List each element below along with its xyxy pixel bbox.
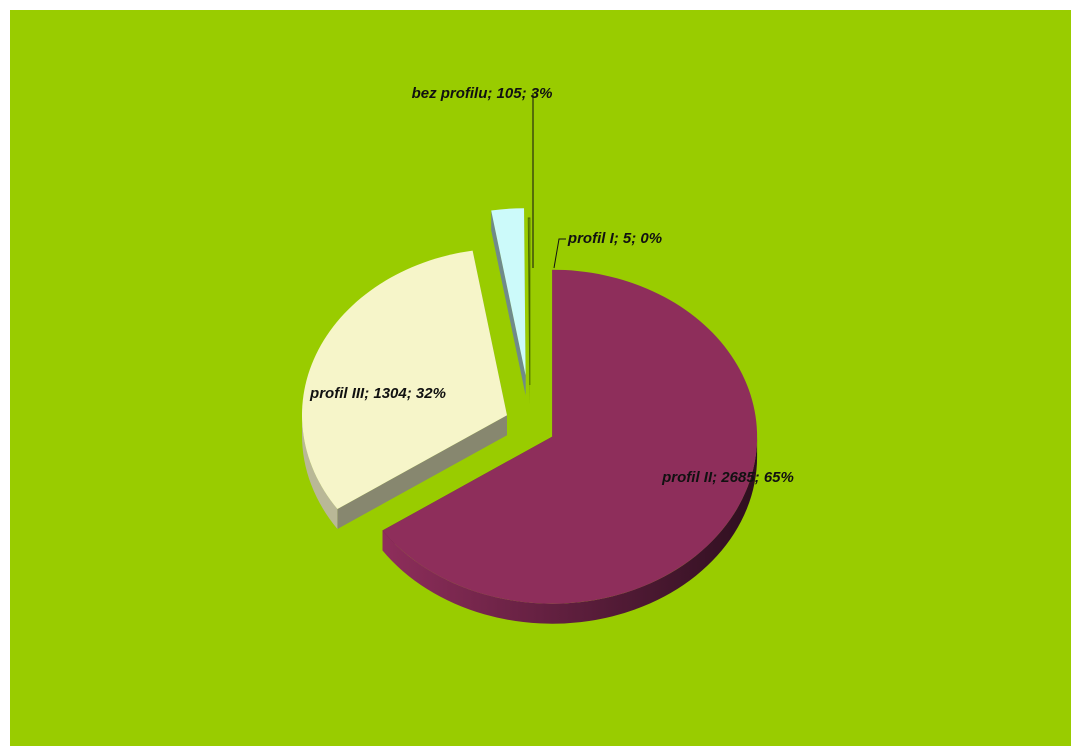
slice-top — [527, 217, 531, 386]
slice-top — [491, 208, 526, 376]
pie-slice-profil-iii — [302, 250, 508, 530]
chart-area: profil II; 2685; 65% profil III; 1304; 32… — [10, 10, 1071, 746]
slice-label: profil II; 2685; 65% — [661, 469, 794, 486]
slice-side — [302, 415, 338, 530]
slice-wall — [337, 415, 508, 530]
leader-line — [553, 238, 566, 269]
slice-top — [302, 250, 508, 510]
pie-slice-profil-ii — [382, 269, 758, 624]
pie-slice-bez-profilu — [491, 208, 526, 396]
slice-label: profil III; 1304; 32% — [309, 385, 446, 402]
pie-chart: profil II; 2685; 65% profil III; 1304; 32… — [302, 85, 794, 624]
slice-label: profil I; 5; 0% — [567, 230, 662, 247]
slice-top — [382, 269, 758, 604]
slice-side — [382, 436, 758, 624]
slice-label: bez profilu; 105; 3% — [412, 85, 553, 102]
pie-slice-profil-i — [527, 217, 531, 406]
slice-wall — [491, 210, 526, 396]
